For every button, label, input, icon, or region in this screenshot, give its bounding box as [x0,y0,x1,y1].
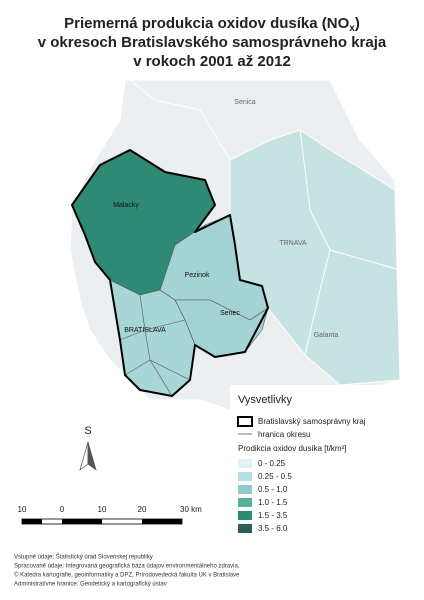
title-text: Priemerná produkcia oxidov dusíka (NO [64,15,349,32]
legend-swatch [238,511,252,520]
arrow-half [87,441,97,471]
scale-label: 30 km [180,505,202,514]
title: v rokoch 2001 až 2012 [133,53,291,70]
map-label: Pezinok [185,272,210,279]
region-boundary [71,149,269,397]
district-border [139,294,173,397]
scale-segment [62,519,102,524]
legend: Vysvetlivky Bratislavský samosprávny kra… [230,385,410,545]
scale-label: 0 [60,505,65,514]
scale-segment [22,519,42,524]
map-label: Malacky [113,202,139,209]
map: Senica Malacky TRNAVA Pezinok Senec BRAT… [69,79,401,411]
legend-subtitle: Prodikcia oxidov dusíka [t/km²] [238,444,346,453]
legend-label: 3.5 - 6.0 [258,524,288,533]
legend-classes: 0 - 0.25 0.25 - 0.5 0.5 - 1.0 1.0 - 1.5 1.5 … [238,459,292,533]
arrow-half [79,441,89,471]
legend-swatch [238,459,252,468]
legend-label: hranica okresu [258,430,310,439]
title-text: ) [355,15,360,32]
district-border [119,319,186,341]
legend-label: Bratislavský samosprávny kraj [258,417,366,426]
map-label: Galanta [314,332,339,339]
title: Priemerná produkcia oxidov dusíka (NOx) [64,15,360,34]
scale-label: 10 [98,505,107,514]
footer-line: Vstupné údaje: Štatistický úrad Slovensk… [14,554,153,561]
north-arrow: S [79,425,97,471]
legend-title: Vysvetlivky [238,394,292,406]
scale-segment [142,519,182,524]
legend-label: 1.0 - 1.5 [258,498,288,507]
footer-line: © Katedra kartografie, geoinformatiky a … [14,572,240,579]
legend-label: 0 - 0.25 [258,459,286,468]
district-border [124,359,191,381]
legend-label: 0.25 - 0.5 [258,472,292,481]
legend-label: 1.5 - 3.5 [258,511,288,520]
map-label: Senec [220,310,240,317]
district-border [329,249,401,271]
legend-symbol [237,416,253,427]
scale-label: 20 [138,505,147,514]
title-sub: x [349,23,355,34]
legend-swatch [238,485,252,494]
region-border [129,79,231,161]
scale-label: 10 [18,505,27,514]
legend-label: 0.5 - 1.0 [258,485,288,494]
north-label: S [84,425,91,437]
legend-swatch [238,524,252,533]
map-label: BRATISLAVA [124,327,166,334]
footer-line: Administratívne hranice: Geodetický a ka… [14,582,167,588]
footer: Vstupné údaje: Štatistický úrad Slovensk… [14,554,240,588]
map-label: Senica [234,99,256,106]
legend-swatch [238,498,252,507]
legend-swatch [238,472,252,481]
legend-box [230,385,410,545]
title: v okresoch Bratislavského samosprávneho … [38,34,387,51]
map-label: TRNAVA [279,240,307,247]
footer-line: Spracované údaje: Integrovaná geografick… [14,564,240,570]
scale-bar: 10 0 10 20 30 km [18,505,202,525]
